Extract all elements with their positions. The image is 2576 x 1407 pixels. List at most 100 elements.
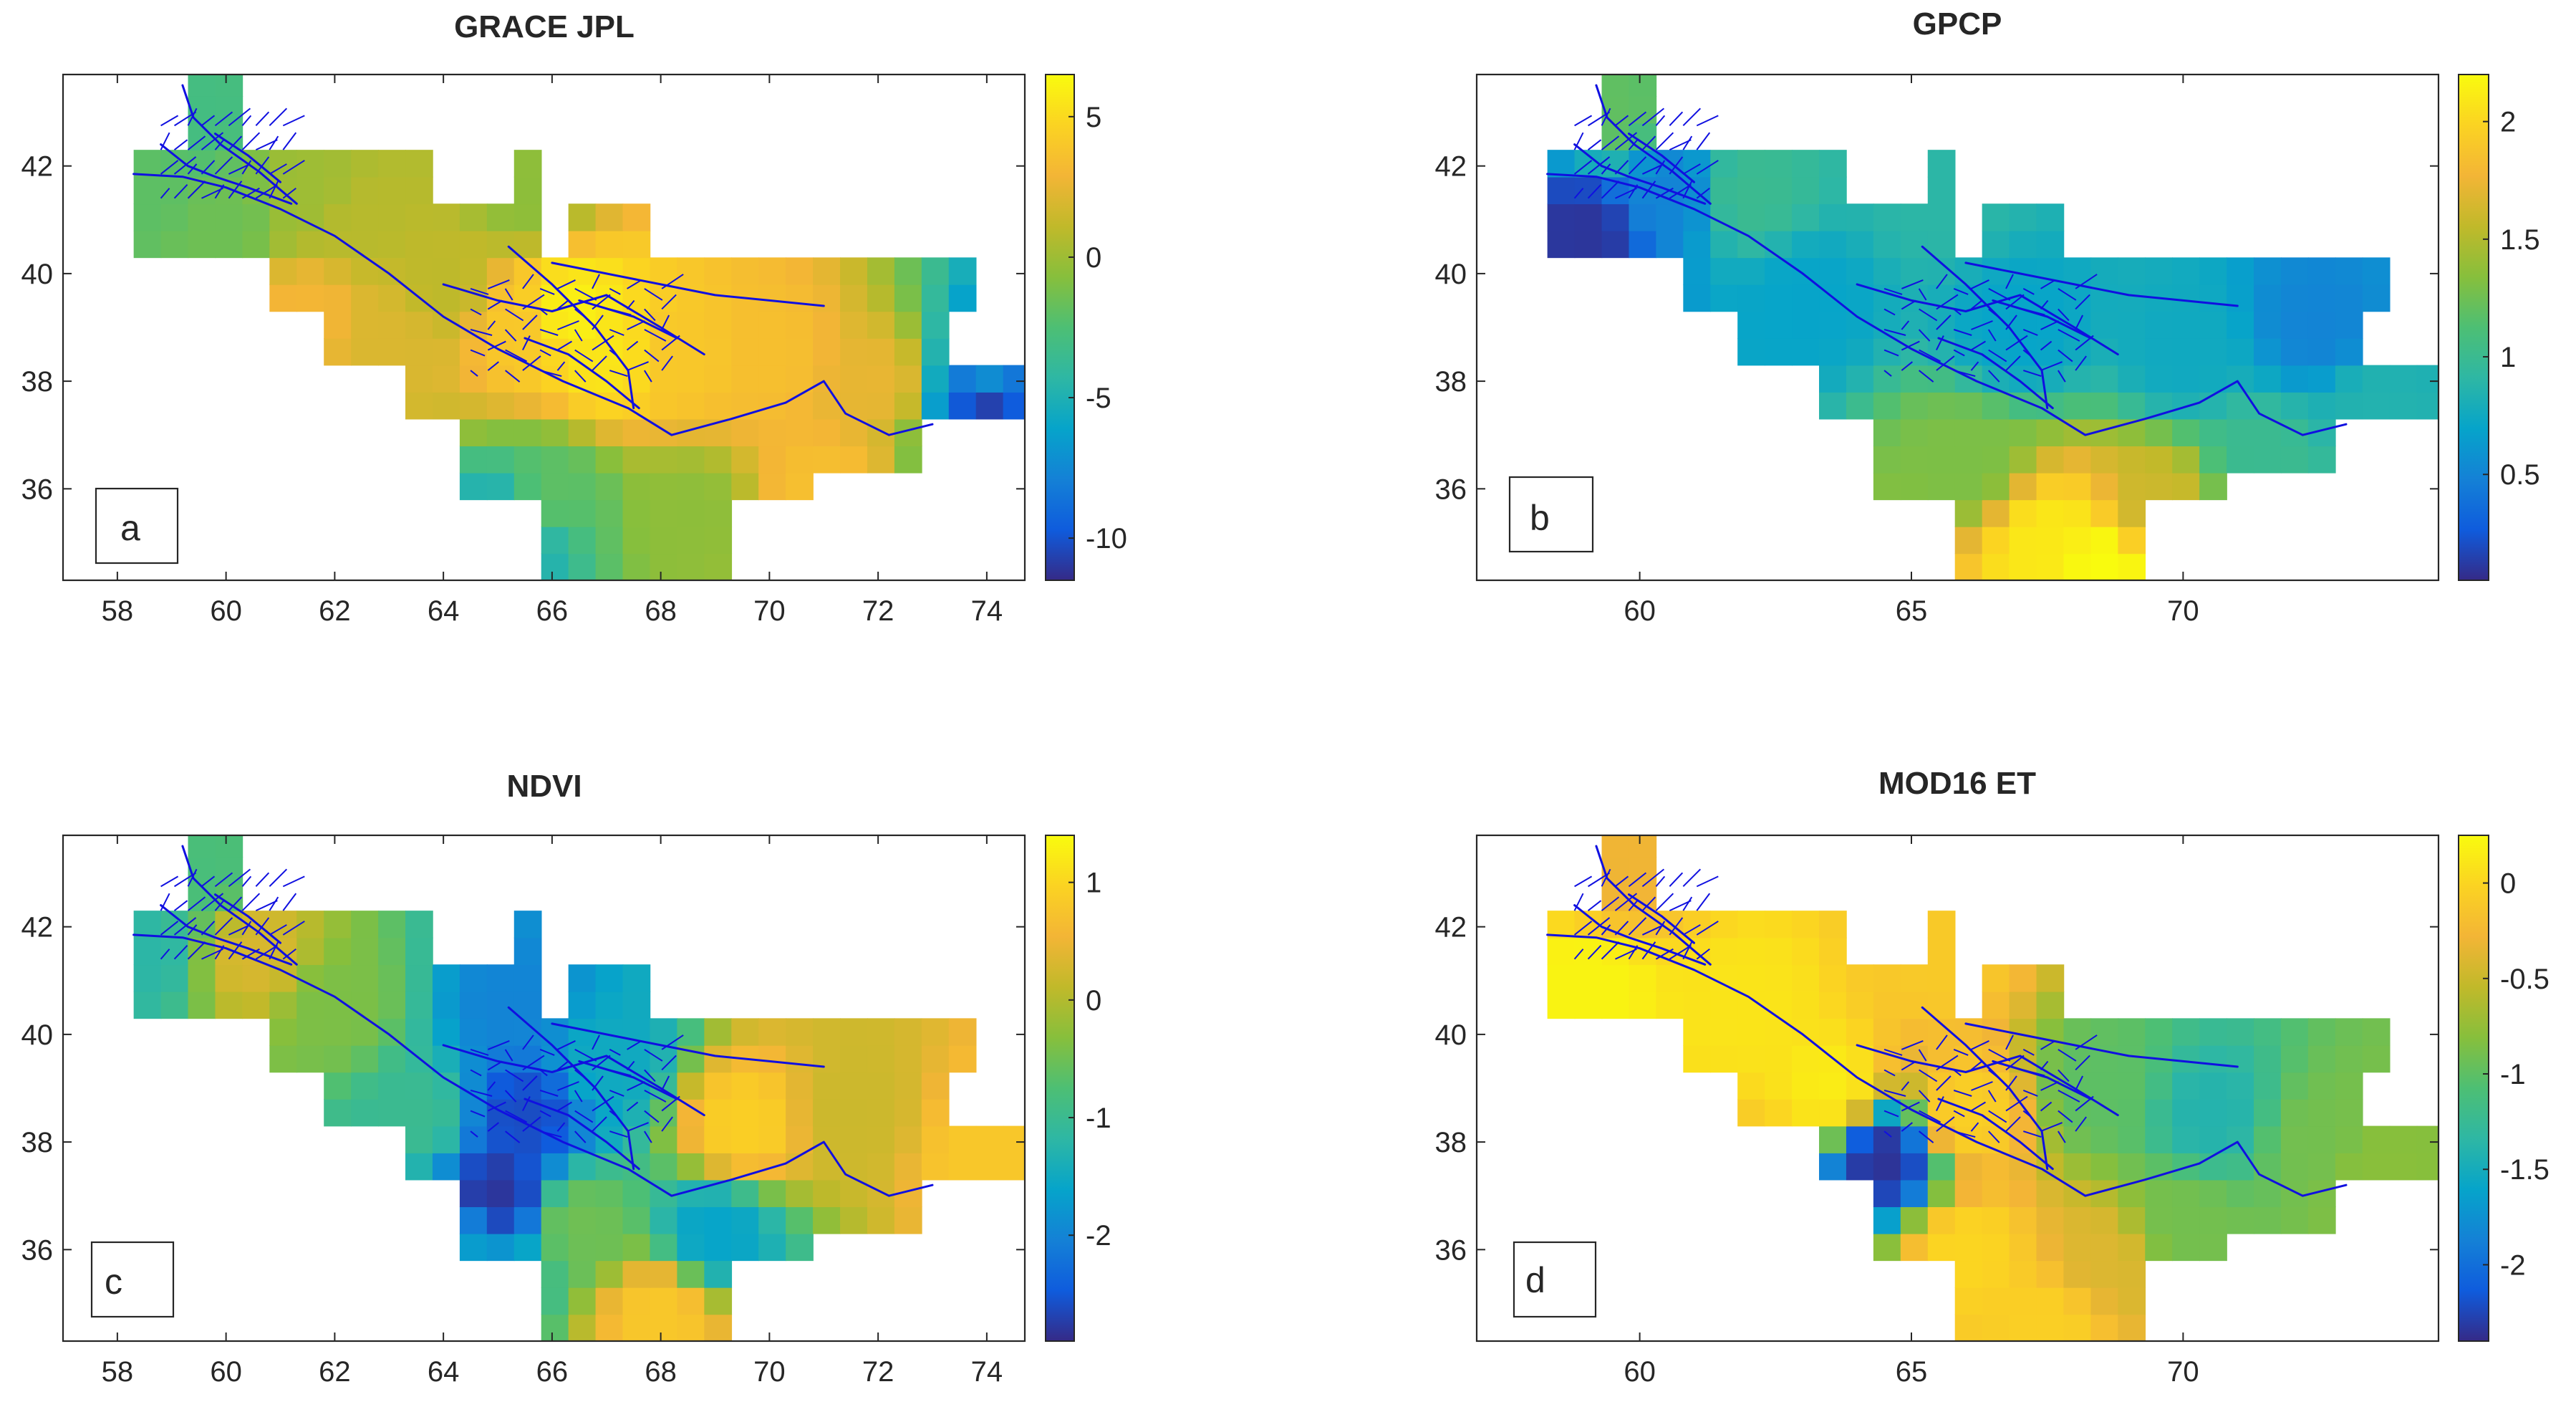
grid-cell: [1927, 1153, 1956, 1181]
x-tick-label: 72: [862, 1356, 894, 1388]
grid-cell: [2090, 446, 2119, 474]
grid-cell: [704, 1206, 733, 1234]
grid-cell: [541, 1314, 569, 1341]
grid-cell: [894, 392, 922, 420]
grid-cell: [758, 418, 786, 447]
grid-cell: [650, 1125, 678, 1153]
grid-cell: [378, 1018, 406, 1046]
tributary: [1573, 949, 1584, 960]
grid-cell: [1710, 203, 1739, 231]
grid-cell: [568, 1153, 597, 1181]
tributary: [1628, 872, 1647, 888]
grid-cell: [2362, 1045, 2391, 1073]
grid-cell: [1547, 937, 1576, 966]
grid-cell: [2090, 1287, 2119, 1315]
grid-cell: [2227, 1153, 2254, 1181]
tributary: [1682, 924, 1701, 936]
panel-b-x-ticks: 60 65 70: [1624, 75, 2199, 627]
x-tick-label: 64: [428, 1356, 460, 1388]
tributary: [592, 1055, 611, 1071]
grid-cell: [1873, 446, 1901, 474]
grid-cell: [1846, 392, 1874, 420]
grid-cell: [948, 284, 977, 312]
grid-cell: [650, 365, 678, 393]
tributary: [269, 163, 287, 175]
tributary: [1971, 320, 1993, 330]
tributary: [201, 948, 223, 960]
grid-cell: [2009, 472, 2037, 501]
grid-cell: [459, 230, 488, 259]
grid-cell: [296, 203, 325, 231]
grid-cell: [948, 365, 977, 393]
grid-cell: [595, 499, 624, 527]
grid-cell: [2090, 526, 2119, 554]
grid-cell: [2307, 311, 2336, 339]
tributary: [241, 115, 252, 127]
tributary: [470, 1130, 478, 1138]
grid-cell: [2307, 1206, 2336, 1234]
grid-cell: [2335, 338, 2363, 366]
panel-b-colorbar-ticks: 2 1.5 1 0.5: [2483, 107, 2540, 491]
grid-cell: [1792, 338, 1820, 366]
grid-cell: [840, 1099, 868, 1127]
grid-cell: [351, 1099, 379, 1127]
x-tick-label: 62: [319, 595, 351, 627]
grid-cell: [568, 472, 597, 501]
river-line: [524, 1098, 640, 1171]
grid-cell: [1629, 857, 1657, 885]
tributary: [1883, 370, 1892, 377]
grid-cell: [568, 1314, 597, 1341]
grid-cell: [1765, 203, 1793, 231]
tributary: [1901, 1122, 1913, 1132]
colorbar-tick-label: -5: [1086, 383, 1111, 414]
tributary: [1628, 111, 1647, 127]
grid-cell: [2280, 311, 2309, 339]
grid-cell: [513, 203, 542, 231]
grid-cell: [405, 937, 433, 966]
grid-cell: [840, 311, 868, 339]
grid-cell: [867, 1153, 895, 1181]
grid-cell: [459, 1045, 488, 1073]
grid-cell: [2145, 311, 2174, 339]
grid-cell: [513, 911, 542, 938]
grid-cell: [867, 1072, 895, 1100]
grid-cell: [459, 1206, 488, 1234]
tributary: [1971, 1081, 1993, 1091]
grid-cell: [432, 392, 460, 420]
grid-cell: [133, 964, 162, 992]
tributary: [1573, 160, 1593, 175]
grid-cell: [324, 937, 352, 966]
grid-cell: [1900, 230, 1929, 259]
grid-cell: [1792, 1099, 1820, 1127]
grid-cell: [921, 311, 950, 339]
grid-cell: [1846, 1099, 1874, 1127]
grid-cell: [188, 835, 216, 858]
grid-cell: [242, 964, 271, 992]
grid-cell: [2118, 1260, 2146, 1288]
tributary: [1669, 156, 1684, 175]
tributary: [1655, 132, 1674, 150]
tributary: [1988, 1069, 2004, 1082]
tributary: [255, 872, 270, 888]
tributary: [1919, 308, 1938, 322]
grid-cell: [2280, 1072, 2309, 1100]
tributary: [1919, 1130, 1934, 1143]
grid-cell: [2145, 1179, 2174, 1208]
grid-cell: [269, 203, 298, 231]
grid-cell: [1927, 446, 1956, 474]
grid-cell: [2009, 418, 2037, 447]
tributary: [1588, 111, 1611, 127]
grid-cell: [2036, 964, 2065, 992]
grid-cell: [1954, 553, 1983, 580]
grid-cell: [160, 203, 189, 231]
tributary: [173, 156, 197, 175]
grid-cell: [296, 991, 325, 1019]
tributary: [1682, 181, 1693, 199]
grid-cell: [188, 991, 216, 1019]
grid-cell: [215, 911, 243, 938]
tributary: [1936, 314, 1952, 330]
grid-cell: [2227, 1072, 2254, 1100]
grid-cell: [351, 311, 379, 339]
grid-cell: [2416, 1153, 2438, 1181]
grid-cell: [2362, 1018, 2391, 1046]
